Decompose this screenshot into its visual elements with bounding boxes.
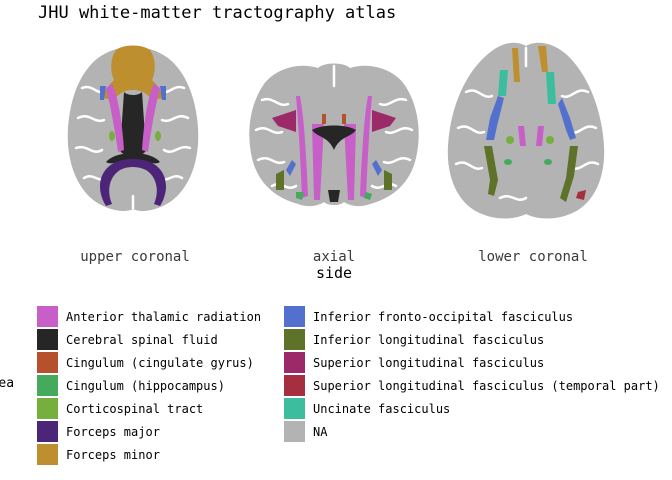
brain-lower-coronal [447,42,605,219]
corticospinal-axial [312,124,324,200]
legend-label: Cerebral spinal fluid [66,333,218,347]
fronto-occipital-left [286,160,296,176]
forceps-minor-left [512,48,520,82]
inferior-longitudinal-right [560,146,578,202]
legend-swatch [37,444,58,465]
corticospinal-left [109,131,115,141]
legend-swatch [284,352,305,373]
legend-label: NA [313,425,328,439]
legend-label: Superior longitudinal fasciculus [313,356,545,370]
cingulum-hippocampus-right [364,192,372,200]
legend-label: Inferior fronto-occipital fasciculus [313,310,574,324]
legend-label: Anterior thalamic radiation [66,310,262,324]
csf-axial-stem [328,190,340,202]
uncinate-left [498,70,508,96]
corticospinal-axial-right [344,124,356,200]
legend-swatch [284,329,305,350]
view-label-lower-coronal: lower coronal [478,249,588,265]
cingulum-hippocampus-right [544,159,552,165]
legend-label: Cingulum (cingulate gyrus) [66,356,254,370]
fronto-occipital-right [558,98,576,140]
fronto-occipital-left [486,96,504,140]
legend-swatch [284,421,305,442]
csf-ventricle-posterior [106,153,160,164]
forceps-minor-tract [102,45,164,100]
anterior-thalamic-radiation-right [360,96,372,198]
brain-outline-na [447,42,605,219]
inferior-longitudinal-left [276,170,284,190]
csf-ventricle [120,92,146,156]
inferior-longitudinal-left [484,146,498,196]
legend-swatch [284,375,305,396]
legend-label: Cingulum (hippocampus) [66,379,225,393]
forceps-major-tract [100,159,166,206]
cingulum-left [322,114,326,124]
corticospinal-right [546,136,554,144]
x-axis-label: side [315,264,353,282]
fronto-occipital-right [372,160,382,176]
legend-label: Inferior longitudinal fasciculus [313,333,545,347]
superior-longitudinal-left [272,110,296,132]
view-label-axial: axial [312,249,356,265]
legend-swatch [284,398,305,419]
corticospinal-left [506,136,514,144]
uncinate-right [546,72,556,104]
fronto-occipital-right [160,86,166,100]
chart-title: JHU white-matter tractography atlas [38,3,397,23]
anterior-thalamic-radiation-right [536,126,544,146]
brain-axial [249,63,419,207]
legend-swatch [37,398,58,419]
legend-label: Uncinate fasciculus [313,402,451,416]
forceps-minor-right [538,46,548,72]
csf-axial [312,125,356,150]
legend-swatch [37,375,58,396]
legend-label: Forceps minor [66,448,160,462]
legend-swatch [37,421,58,442]
anterior-thalamic-radiation-left [106,84,124,152]
anterior-thalamic-radiation-left [296,96,308,198]
view-label-upper-coronal: upper coronal [80,249,190,265]
legend-title: area [0,376,15,391]
cingulum-hippocampus-left [296,192,304,200]
legend-label: Corticospinal tract [66,402,204,416]
cingulum-right [342,114,346,124]
legend-swatch [284,306,305,327]
fronto-occipital-left [100,86,106,100]
legend-swatch [37,306,58,327]
brain-atlas-plot [67,42,605,219]
legend-swatch [37,329,58,350]
cingulum-hippocampus-left [504,159,512,165]
brain-upper-coronal [67,45,199,211]
legend-swatch [37,352,58,373]
legend-label: Forceps major [66,425,160,439]
anterior-thalamic-radiation-right [142,84,160,152]
inferior-longitudinal-right [384,170,392,190]
corticospinal-right [155,131,161,141]
superior-longitudinal-right [372,110,396,132]
anterior-thalamic-radiation-left [518,126,526,146]
superior-longitudinal-temporal-right [576,190,586,200]
legend-label: Superior longitudinal fasciculus (tempor… [313,379,660,393]
